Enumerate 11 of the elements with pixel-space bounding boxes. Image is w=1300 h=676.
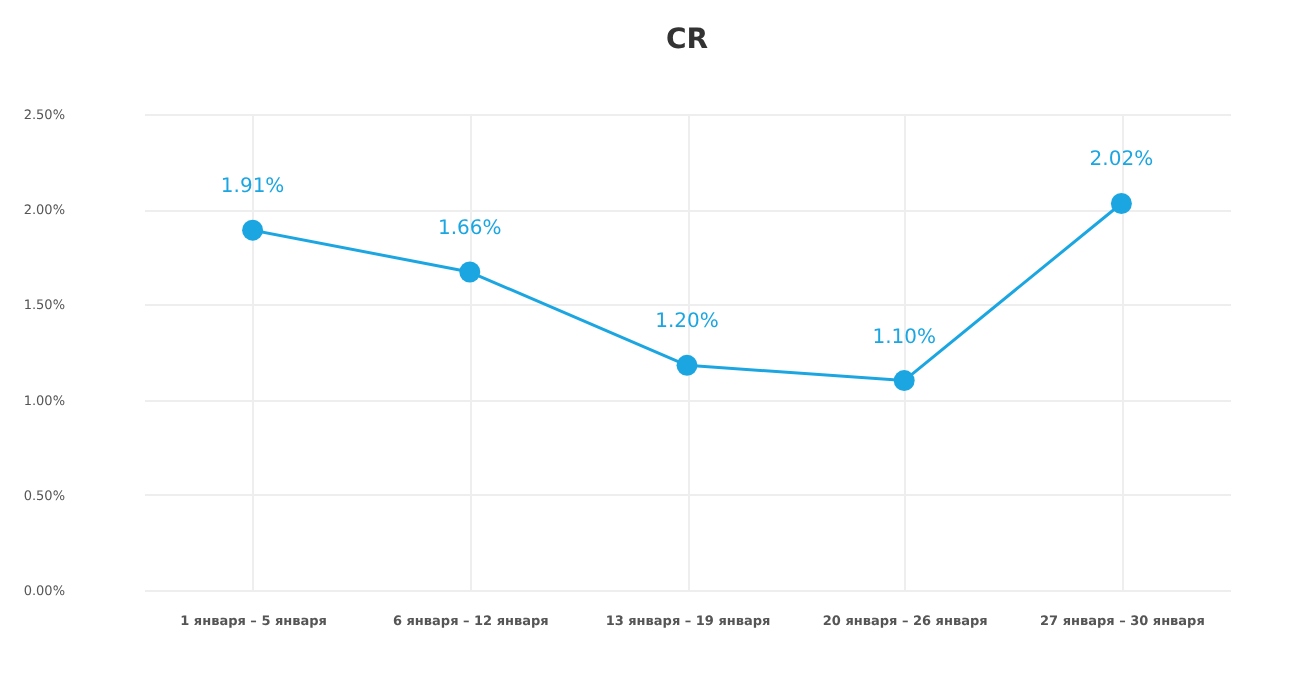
text: 1.10% <box>872 326 936 349</box>
text: 2.02% <box>1089 149 1154 172</box>
text: 1.91% <box>220 176 285 199</box>
point <box>1110 193 1132 214</box>
text: 1.66% <box>438 218 502 241</box>
point <box>459 261 481 283</box>
chart-title: CR <box>665 24 709 56</box>
point <box>893 370 915 392</box>
point <box>242 219 264 241</box>
point <box>676 354 698 376</box>
text: 1.20% <box>655 311 719 334</box>
